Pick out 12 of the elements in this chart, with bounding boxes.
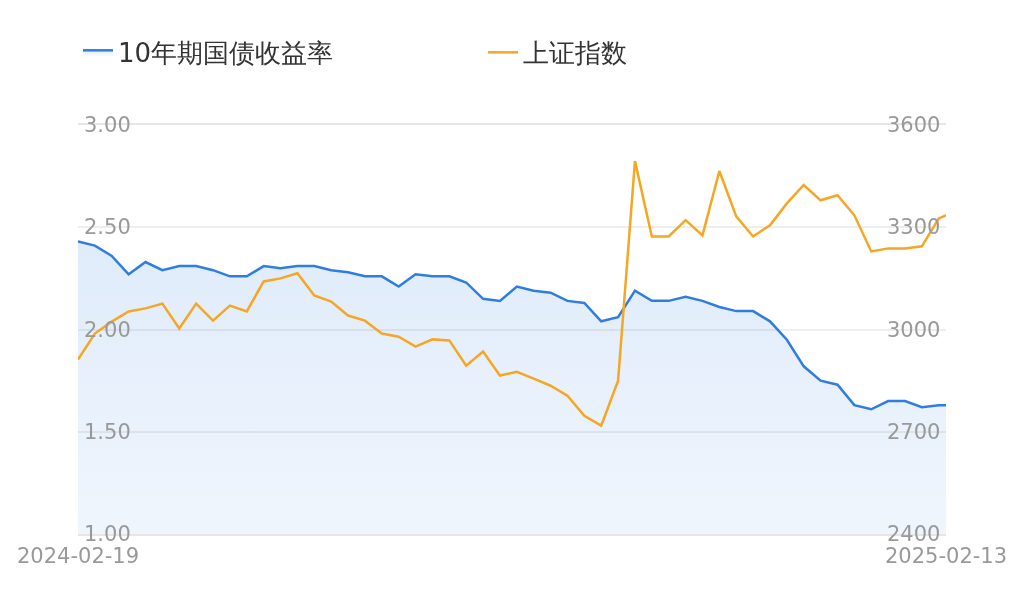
y2-tick-label: 2400	[887, 522, 941, 546]
x-tick-label: 2025-02-13	[885, 544, 1008, 568]
legend-label: 上证指数	[523, 38, 627, 69]
y-tick-label: 1.00	[84, 522, 131, 546]
y-tick-label: 2.50	[84, 215, 131, 239]
y2-tick-label: 3000	[887, 318, 941, 342]
legend-label: 10年期国债收益率	[118, 38, 334, 69]
x-tick-label: 2024-02-19	[17, 544, 140, 568]
y2-tick-label: 3600	[887, 113, 941, 137]
y-tick-label: 3.00	[84, 113, 131, 137]
y-tick-label: 1.50	[84, 420, 131, 444]
y2-tick-label: 2700	[887, 420, 941, 444]
